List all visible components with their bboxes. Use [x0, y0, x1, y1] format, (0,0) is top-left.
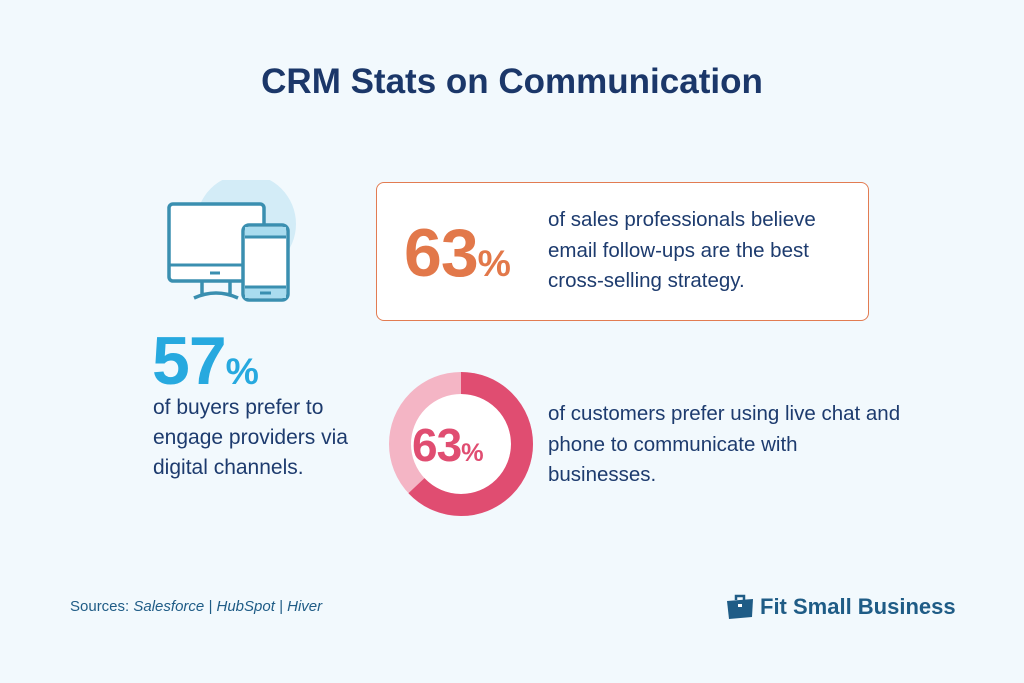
- stat-email-value: 63%: [404, 215, 511, 291]
- briefcase-icon: [727, 594, 753, 619]
- stat-customers-text: of customers prefer using live chat and …: [548, 402, 901, 486]
- source-item: HubSpot: [216, 598, 275, 615]
- stat-buyers-text: of buyers prefer to engage providers via…: [153, 396, 348, 479]
- logo-text: Fit Small Business: [760, 594, 956, 619]
- source-item: Salesforce: [133, 598, 205, 615]
- desktop-and-phone-icon: [167, 180, 296, 302]
- stat-email-text: of sales professionals believe email fol…: [548, 208, 816, 292]
- donut-fill: [389, 372, 533, 516]
- stat-card-email: [376, 182, 869, 321]
- sources: Sources: Salesforce | HubSpot | Hiver: [70, 598, 322, 615]
- stat-buyers-value: 57%: [152, 323, 259, 399]
- separator: |: [279, 598, 283, 615]
- sources-label: Sources:: [70, 598, 130, 615]
- page-title: CRM Stats on Communication: [261, 62, 763, 101]
- source-item: Hiver: [287, 598, 323, 615]
- separator: |: [208, 598, 213, 615]
- stat-customers-value: 63%: [412, 419, 484, 471]
- logo: Fit Small Business: [726, 594, 956, 620]
- donut-chart: [389, 372, 533, 516]
